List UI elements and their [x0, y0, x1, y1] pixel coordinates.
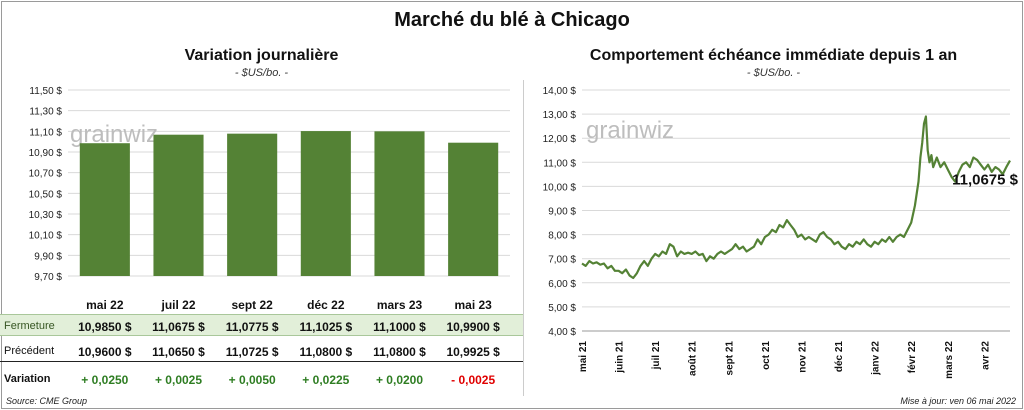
right-chart-title: Comportement échéance immédiate depuis 1…: [589, 47, 958, 64]
line-x-tick-label: sept 21: [724, 341, 735, 376]
table-cell: 10,9900 $: [446, 320, 500, 334]
bar-y-tick-label: 11,30 $: [29, 107, 62, 118]
watermark-logo: grainwiz: [586, 117, 674, 144]
bar: [79, 143, 130, 276]
line-y-tick-label: 7,00 $: [548, 255, 576, 266]
bar-x-tick-label: déc 22: [307, 298, 345, 312]
bar: [153, 134, 204, 276]
bar: [448, 142, 499, 276]
line-y-tick-label: 11,00 $: [543, 158, 576, 169]
line-y-tick-label: 14,00 $: [543, 86, 577, 97]
table-row-previous: Précédent 10,9600 $ 11,0650 $ 11,0725 $ 11,…: [0, 340, 523, 362]
line-y-tick-label: 6,00 $: [548, 279, 576, 290]
bar-x-tick-label: mai 22: [86, 298, 124, 312]
line-y-tick-label: 5,00 $: [548, 303, 576, 314]
bar-y-tick-label: 10,10 $: [29, 231, 63, 242]
bar-chart: 9,70 $ 9,90 $ 10,10 $ 10,30 $ 10,50 $ 10,70 $…: [29, 86, 510, 312]
table-row-variation: Variation + 0,0250 + 0,0025 + 0,0050 + 0,02…: [0, 368, 523, 390]
line-y-tick-label: 9,00 $: [548, 207, 576, 218]
line-x-tick-label: oct 21: [761, 341, 772, 370]
table-cell: - 0,0025: [451, 373, 496, 387]
source-note: Source: CME Group: [6, 396, 88, 406]
table-cell: + 0,0250: [81, 373, 129, 387]
bar-y-tick-label: 9,70 $: [34, 272, 62, 283]
left-chart-unit: - $US/bo. -: [234, 67, 289, 79]
line-chart: 4,00 $ 5,00 $ 6,00 $ 7,00 $ 8,00 $ 9,00 $ 10,0…: [543, 86, 1019, 379]
vertical-separator: [523, 80, 524, 396]
line-x-tick-label: janv 22: [871, 341, 882, 376]
line-x-tick-label: août 21: [688, 341, 699, 376]
line-x-tick-label: déc 21: [834, 341, 845, 373]
table-cell: 11,1025 $: [299, 320, 353, 334]
main-title: Marché du blé à Chicago: [394, 9, 630, 31]
price-line: [581, 115, 1011, 280]
table-cell: 10,9925 $: [446, 345, 500, 359]
bar-y-tick-label: 10,30 $: [29, 210, 63, 221]
line-x-tick-label: juil 21: [651, 341, 662, 371]
right-chart-unit: - $US/bo. -: [746, 67, 801, 79]
bar-y-tick-label: 10,50 $: [29, 189, 63, 200]
bar-y-tick-label: 9,90 $: [34, 251, 62, 262]
table-row-close: Fermeture 10,9850 $ 11,0675 $ 11,0775 $ 11,…: [0, 314, 523, 336]
bar-y-tick-label: 11,50 $: [29, 86, 62, 97]
line-y-tick-label: 8,00 $: [548, 231, 576, 242]
bar-y-tick-label: 11,10 $: [29, 127, 62, 138]
line-y-tick-label: 13,00 $: [543, 110, 577, 121]
line-x-tick-label: févr 22: [907, 341, 918, 374]
table-cell: 10,9850 $: [78, 320, 132, 334]
row-label-variation: Variation: [4, 373, 51, 385]
left-chart-title: Variation journalière: [184, 47, 339, 64]
last-price-label: 11,0675 $: [952, 172, 1019, 189]
line-x-tick-label: juin 21: [615, 341, 626, 374]
table-cell: 11,0800 $: [299, 345, 353, 359]
table-cell: + 0,0050: [228, 373, 276, 387]
bar-y-tick-label: 10,70 $: [29, 169, 63, 180]
table-cell: + 0,0025: [154, 373, 203, 387]
bar-x-tick-label: mars 23: [377, 298, 423, 312]
bar-x-tick-label: juil 22: [160, 298, 195, 312]
line-x-tick-label: nov 21: [797, 341, 808, 373]
table-cell: + 0,0225: [302, 373, 350, 387]
row-label-close: Fermeture: [4, 320, 55, 332]
table-cell: + 0,0200: [375, 373, 424, 387]
table-cell: 11,0725 $: [225, 345, 279, 359]
bar: [300, 131, 351, 276]
row-label-previous: Précédent: [4, 345, 55, 357]
table-cell: 11,0675 $: [152, 320, 205, 334]
table-cell: 11,0650 $: [152, 345, 205, 359]
line-y-tick-label: 10,00 $: [543, 182, 577, 193]
table-cell: 11,0800 $: [373, 345, 426, 359]
bar: [227, 133, 278, 276]
update-note: Mise à jour: ven 06 mai 2022: [900, 396, 1016, 406]
line-y-tick-label: 4,00 $: [548, 327, 576, 338]
bar-x-tick-label: sept 22: [231, 298, 273, 312]
line-x-tick-label: mai 21: [578, 341, 589, 373]
line-y-tick-label: 12,00 $: [543, 134, 577, 145]
table-cell: 11,0775 $: [225, 320, 279, 334]
bar: [374, 131, 425, 276]
line-x-tick-label: mars 22: [944, 341, 955, 379]
bar-y-tick-label: 10,90 $: [29, 148, 63, 159]
bar-x-tick-label: mai 23: [454, 298, 492, 312]
table-cell: 11,1000 $: [373, 320, 426, 334]
line-x-tick-label: avr 22: [980, 341, 991, 370]
table-cell: 10,9600 $: [78, 345, 132, 359]
